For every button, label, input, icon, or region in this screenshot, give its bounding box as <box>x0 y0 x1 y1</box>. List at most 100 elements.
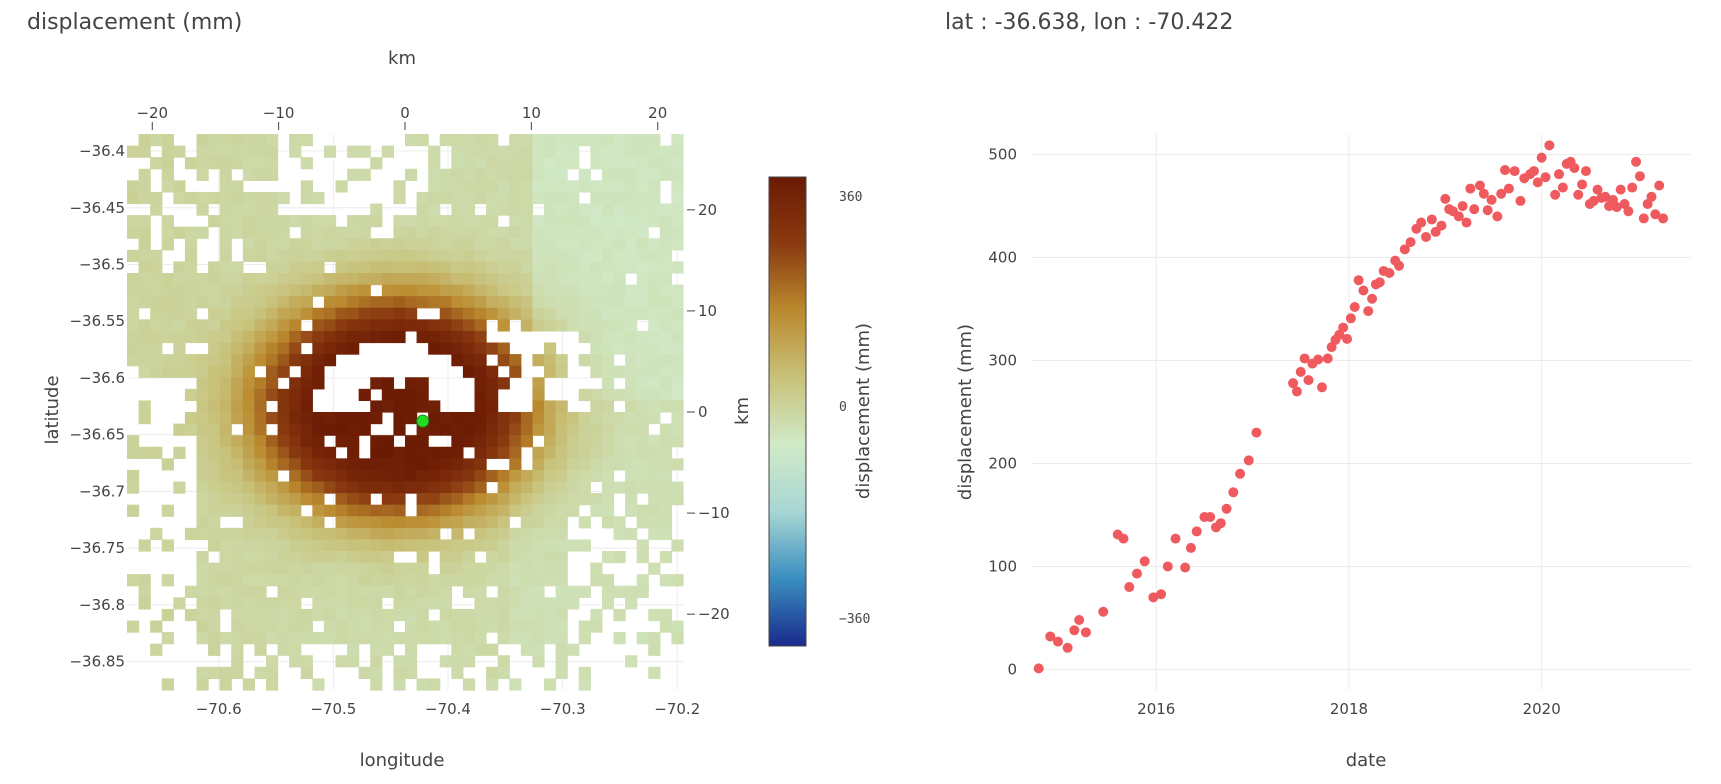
timeseries-point[interactable] <box>1295 366 1306 377</box>
timeseries-point[interactable] <box>1069 625 1080 636</box>
timeseries-point[interactable] <box>1509 166 1520 177</box>
timeseries-point[interactable] <box>1482 205 1493 216</box>
timeseries-point[interactable] <box>1592 184 1603 195</box>
timeseries-point[interactable] <box>1131 568 1142 579</box>
timeseries-point[interactable] <box>1399 244 1410 255</box>
timeseries-point[interactable] <box>1374 277 1385 288</box>
timeseries-point[interactable] <box>1170 533 1181 544</box>
timeseries-point[interactable] <box>1638 213 1649 224</box>
timeseries-point[interactable] <box>1205 512 1216 523</box>
timeseries-point[interactable] <box>1569 162 1580 173</box>
timeseries-point[interactable] <box>1634 171 1645 182</box>
displacement-map-chart[interactable]: −70.6 −70.5 −70.4 −70.3 −70.2−36.4−36.45−36.… <box>0 0 880 784</box>
timeseries-point[interactable] <box>1322 353 1333 364</box>
timeseries-point[interactable] <box>1588 195 1599 206</box>
timeseries-point[interactable] <box>1650 209 1661 220</box>
timeseries-point[interactable] <box>1349 301 1360 312</box>
timeseries-point[interactable] <box>1338 322 1349 333</box>
timeseries-point[interactable] <box>1405 237 1416 248</box>
timeseries-point[interactable] <box>1139 556 1150 567</box>
timeseries-point[interactable] <box>1631 156 1642 167</box>
timeseries-point[interactable] <box>1573 189 1584 200</box>
timeseries-point[interactable] <box>1162 561 1173 572</box>
timeseries-point[interactable] <box>1453 211 1464 222</box>
timeseries-point[interactable] <box>1342 333 1353 344</box>
timeseries-point[interactable] <box>1180 562 1191 573</box>
timeseries-point[interactable] <box>1052 636 1063 647</box>
timeseries-point[interactable] <box>1615 184 1626 195</box>
map-pixel <box>289 435 302 448</box>
timeseries-point[interactable] <box>1235 468 1246 479</box>
timeseries-point[interactable] <box>1461 217 1472 228</box>
timeseries-point[interactable] <box>1577 179 1588 190</box>
timeseries-point[interactable] <box>1440 193 1451 204</box>
selected-point-marker[interactable] <box>416 414 430 428</box>
timeseries-point[interactable] <box>1421 231 1432 242</box>
timeseries-point[interactable] <box>1074 614 1085 625</box>
timeseries-point[interactable] <box>1492 211 1503 222</box>
timeseries-point[interactable] <box>1156 589 1167 600</box>
timeseries-point[interactable] <box>1363 306 1374 317</box>
timeseries-point[interactable] <box>1228 487 1239 498</box>
timeseries-point[interactable] <box>1243 455 1254 466</box>
timeseries-point[interactable] <box>1646 191 1657 202</box>
timeseries-point[interactable] <box>1062 642 1073 653</box>
timeseries-point[interactable] <box>1486 194 1497 205</box>
timeseries-point[interactable] <box>1426 214 1437 225</box>
timeseries-points[interactable] <box>1033 140 1669 674</box>
timeseries-point[interactable] <box>1353 275 1364 286</box>
timeseries-point[interactable] <box>1474 180 1485 191</box>
timeseries-point[interactable] <box>1580 166 1591 177</box>
timeseries-point[interactable] <box>1394 260 1405 271</box>
timeseries-point[interactable] <box>1221 503 1232 514</box>
timeseries-point[interactable] <box>1500 165 1511 176</box>
timeseries-point[interactable] <box>1465 183 1476 194</box>
timeseries-point[interactable] <box>1457 201 1468 212</box>
timeseries-point[interactable] <box>1544 140 1555 151</box>
timeseries-point[interactable] <box>1303 375 1314 386</box>
timeseries-point[interactable] <box>1623 206 1634 217</box>
timeseries-point[interactable] <box>1600 191 1611 202</box>
timeseries-point[interactable] <box>1503 183 1514 194</box>
timeseries-point[interactable] <box>1384 268 1395 278</box>
timeseries-point[interactable] <box>1191 526 1202 537</box>
timeseries-point[interactable] <box>1185 542 1196 553</box>
timeseries-point[interactable] <box>1215 518 1226 529</box>
timeseries-point[interactable] <box>1291 386 1302 397</box>
timeseries-point[interactable] <box>1469 204 1480 215</box>
timeseries-point[interactable] <box>1478 188 1489 199</box>
timeseries-point[interactable] <box>1358 285 1369 296</box>
timeseries-point[interactable] <box>1345 313 1356 324</box>
timeseries-point[interactable] <box>1554 169 1564 180</box>
timeseries-point[interactable] <box>1515 195 1526 206</box>
timeseries-point[interactable] <box>1313 354 1324 365</box>
timeseries-point[interactable] <box>1436 220 1447 231</box>
map-pixel <box>555 666 568 680</box>
timeseries-point[interactable] <box>1540 172 1551 183</box>
timeseries-point[interactable] <box>1627 182 1638 193</box>
timeseries-point[interactable] <box>1416 217 1427 228</box>
timeseries-point[interactable] <box>1118 533 1129 544</box>
timeseries-point[interactable] <box>1316 382 1327 393</box>
timeseries-point[interactable] <box>1251 427 1262 438</box>
timeseries-point[interactable] <box>1098 606 1109 617</box>
timeseries-point[interactable] <box>1654 180 1665 191</box>
timeseries-point[interactable] <box>1367 293 1378 304</box>
timeseries-point[interactable] <box>1557 182 1568 193</box>
timeseries-point[interactable] <box>1080 627 1091 638</box>
timeseries-point[interactable] <box>1658 213 1669 224</box>
timeseries-point[interactable] <box>1550 189 1561 200</box>
timeseries-point[interactable] <box>1496 188 1507 199</box>
timeseries-point[interactable] <box>1299 353 1310 364</box>
timeseries-point[interactable] <box>1148 592 1159 603</box>
timeseries-point[interactable] <box>1528 166 1539 177</box>
timeseries-point[interactable] <box>1288 378 1299 389</box>
timeseries-point[interactable] <box>1045 631 1056 642</box>
timeseries-point[interactable] <box>1536 152 1547 163</box>
timeseries-point[interactable] <box>1033 663 1044 674</box>
timeseries-point[interactable] <box>1611 202 1622 213</box>
timeseries-point[interactable] <box>1124 582 1135 593</box>
timeseries-point[interactable] <box>1532 177 1543 188</box>
map-pixels[interactable] <box>127 134 684 691</box>
